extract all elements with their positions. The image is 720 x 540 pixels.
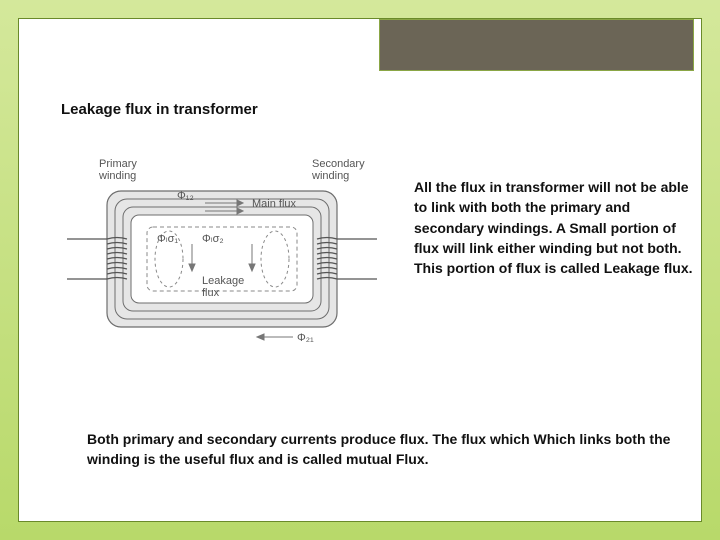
transformer-diagram: Primary winding Secondary winding Φ₁₂ Ma… — [57, 149, 387, 369]
bottom-paragraph: Both primary and secondary currents prod… — [87, 429, 677, 470]
label-secondary-winding: Secondary winding — [311, 158, 368, 182]
label-phi-sigma1: Φₗσ₁ — [157, 233, 178, 245]
slide-card: Leakage flux in transformer — [18, 18, 702, 522]
label-phi-sigma2: Φₗσ₂ — [202, 233, 224, 245]
slide-title: Leakage flux in transformer — [61, 101, 258, 118]
label-phi21: Φ₂₁ — [297, 332, 314, 344]
top-banner — [379, 19, 694, 71]
label-main-flux: Main flux — [252, 198, 297, 210]
transformer-svg: Primary winding Secondary winding Φ₁₂ Ma… — [57, 149, 387, 369]
label-phi12: Φ₁₂ — [177, 190, 194, 202]
label-primary-winding: Primary winding — [98, 158, 140, 182]
body-paragraph: All the flux in transformer will not be … — [414, 177, 704, 278]
